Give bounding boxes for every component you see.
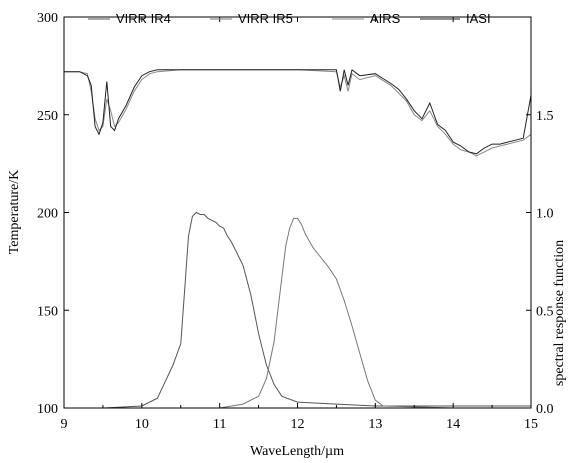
series-line-iasi xyxy=(64,68,532,155)
y-right-tick-label: 1.5 xyxy=(536,109,554,124)
series-line-airs xyxy=(64,69,532,157)
x-tick-label: 15 xyxy=(524,417,538,432)
x-tick-label: 12 xyxy=(291,417,305,432)
series-line-virr-ir5 xyxy=(64,217,531,409)
x-tick-label: 10 xyxy=(135,417,149,432)
y-right-tick-label: 0.0 xyxy=(536,402,554,417)
y-axis-title-left: Temperature/K xyxy=(7,170,22,255)
y-right-tick-label: 0.5 xyxy=(536,304,554,319)
legend-label-virr-ir5: VIRR IR5 xyxy=(238,11,293,26)
legend-label-iasi: IASI xyxy=(466,11,491,26)
y-left-tick-label: 100 xyxy=(37,402,58,417)
x-tick-label: 13 xyxy=(368,417,382,432)
x-tick-label: 9 xyxy=(61,417,68,432)
series-line-virr-ir4 xyxy=(64,211,531,409)
y-left-tick-label: 150 xyxy=(37,304,58,319)
legend-label-virr-ir4: VIRR IR4 xyxy=(116,11,171,26)
x-tick-label: 14 xyxy=(446,417,460,432)
y-left-tick-label: 200 xyxy=(37,207,58,222)
y-left-tick-label: 300 xyxy=(37,11,58,26)
legend: VIRR IR4 VIRR IR5 AIRS IASI xyxy=(88,11,491,26)
y-right-tick-label: 1.0 xyxy=(536,207,554,222)
y-left-tick-label: 250 xyxy=(37,109,58,124)
legend-label-airs: AIRS xyxy=(370,11,401,26)
x-axis-title: WaveLength/µm xyxy=(250,444,344,459)
y-axis-title-right: spectral response function xyxy=(552,240,567,386)
plot-frame xyxy=(63,16,532,409)
x-tick-label: 11 xyxy=(213,417,226,432)
